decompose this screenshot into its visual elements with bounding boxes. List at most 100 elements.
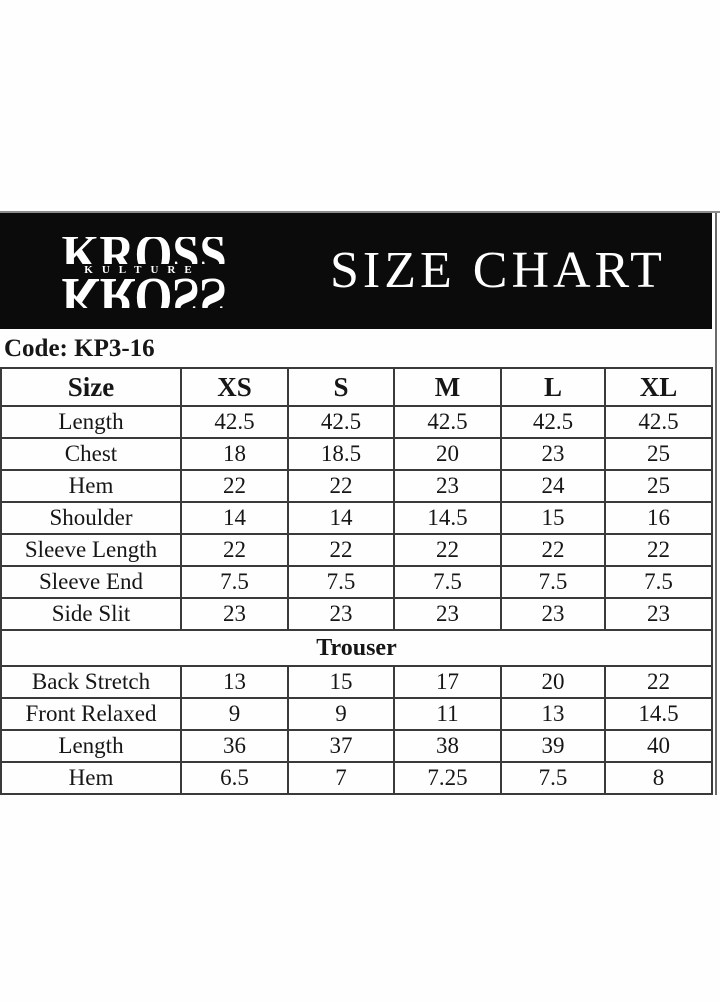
- table-row: Shoulder 14 14 14.5 15 16: [0, 501, 713, 535]
- table-cell: 7.5: [500, 565, 606, 599]
- table-row: Front Relaxed 9 9 11 13 14.5: [0, 697, 713, 731]
- table-cell: 25: [604, 437, 713, 471]
- table-cell: 20: [393, 437, 502, 471]
- table-cell: 22: [393, 533, 502, 567]
- column-header-l: L: [500, 367, 606, 407]
- table-row: Length 36 37 38 39 40: [0, 729, 713, 763]
- table-cell: 15: [500, 501, 606, 535]
- table-cell: 18.5: [287, 437, 395, 471]
- table-row: Sleeve End 7.5 7.5 7.5 7.5 7.5: [0, 565, 713, 599]
- table-cell: 7: [287, 761, 395, 795]
- row-label: Hem: [0, 469, 182, 503]
- row-label: Sleeve End: [0, 565, 182, 599]
- table-cell: 13: [180, 665, 289, 699]
- table-cell: 6.5: [180, 761, 289, 795]
- table-cell: 7.5: [500, 761, 606, 795]
- table-row: Sleeve Length 22 22 22 22 22: [0, 533, 713, 567]
- table-cell: 39: [500, 729, 606, 763]
- table-cell: 16: [604, 501, 713, 535]
- table-cell: 18: [180, 437, 289, 471]
- table-row: Chest 18 18.5 20 23 25: [0, 437, 713, 471]
- column-header-m: M: [393, 367, 502, 407]
- size-chart-table: Size XS S M L XL Length 42.5 42.5 42.5 42.5 42.5 Ch…: [0, 367, 713, 795]
- table-cell: 36: [180, 729, 289, 763]
- table-cell: 9: [180, 697, 289, 731]
- table-cell: 22: [287, 469, 395, 503]
- table-cell: 9: [287, 697, 395, 731]
- column-header-size: Size: [0, 367, 182, 407]
- row-label: Length: [0, 405, 182, 439]
- row-label: Length: [0, 729, 182, 763]
- table-cell: 7.25: [393, 761, 502, 795]
- row-label: Side Slit: [0, 597, 182, 631]
- brand-word-reflection: KROSS: [50, 277, 226, 308]
- row-label: Chest: [0, 437, 182, 471]
- table-row: Side Slit 23 23 23 23 23: [0, 597, 713, 631]
- table-cell: 23: [287, 597, 395, 631]
- table-header-row: Size XS S M L XL: [0, 367, 713, 407]
- table-cell: 23: [180, 597, 289, 631]
- table-cell: 42.5: [500, 405, 606, 439]
- table-cell: 22: [287, 533, 395, 567]
- table-cell: 13: [500, 697, 606, 731]
- brand-word-top: KROSS: [50, 237, 226, 264]
- table-cell: 40: [604, 729, 713, 763]
- table-cell: 23: [604, 597, 713, 631]
- row-label: Shoulder: [0, 501, 182, 535]
- table-cell: 14: [287, 501, 395, 535]
- brand-word-top-text: KROSS: [61, 237, 226, 264]
- column-header-s: S: [287, 367, 395, 407]
- table-cell: 15: [287, 665, 395, 699]
- row-label: Hem: [0, 761, 182, 795]
- table-cell: 24: [500, 469, 606, 503]
- banner-top-rule: [0, 211, 720, 213]
- table-cell: 25: [604, 469, 713, 503]
- table-cell: 42.5: [287, 405, 395, 439]
- table-cell: 20: [500, 665, 606, 699]
- table-cell: 7.5: [393, 565, 502, 599]
- table-cell: 42.5: [180, 405, 289, 439]
- table-cell: 22: [604, 665, 713, 699]
- brand-banner: KROSS KULTURE KROSS SIZE CHART: [0, 213, 712, 329]
- table-cell: 8: [604, 761, 713, 795]
- table-cell: 14.5: [604, 697, 713, 731]
- table-cell: 23: [500, 597, 606, 631]
- row-label: Front Relaxed: [0, 697, 182, 731]
- table-cell: 22: [180, 533, 289, 567]
- table-cell: 23: [393, 469, 502, 503]
- table-cell: 22: [604, 533, 713, 567]
- brand-logo: KROSS KULTURE KROSS: [50, 237, 226, 309]
- page-edge-line: [715, 213, 717, 795]
- table-row: Length 42.5 42.5 42.5 42.5 42.5: [0, 405, 713, 439]
- table-cell: 11: [393, 697, 502, 731]
- section-header-row: Trouser: [0, 629, 713, 667]
- table-cell: 22: [500, 533, 606, 567]
- row-label: Sleeve Length: [0, 533, 182, 567]
- table-cell: 14: [180, 501, 289, 535]
- table-cell: 7.5: [287, 565, 395, 599]
- table-row: Hem 22 22 23 24 25: [0, 469, 713, 503]
- brand-word-reflection-text: KROSS: [61, 277, 226, 308]
- row-label: Back Stretch: [0, 665, 182, 699]
- brand-subtitle: KULTURE: [84, 264, 201, 276]
- table-cell: 38: [393, 729, 502, 763]
- table-row: Hem 6.5 7 7.25 7.5 8: [0, 761, 713, 795]
- product-code: Code: KP3-16: [4, 335, 155, 362]
- size-chart-table-head: Size XS S M L XL: [0, 367, 713, 407]
- page-title: SIZE CHART: [330, 242, 666, 299]
- table-cell: 23: [393, 597, 502, 631]
- column-header-xl: XL: [604, 367, 713, 407]
- column-header-xs: XS: [180, 367, 289, 407]
- table-cell: 42.5: [393, 405, 502, 439]
- table-cell: 14.5: [393, 501, 502, 535]
- table-cell: 42.5: [604, 405, 713, 439]
- table-cell: 7.5: [180, 565, 289, 599]
- table-cell: 37: [287, 729, 395, 763]
- table-cell: 17: [393, 665, 502, 699]
- table-row: Back Stretch 13 15 17 20 22: [0, 665, 713, 699]
- table-cell: 22: [180, 469, 289, 503]
- table-cell: 23: [500, 437, 606, 471]
- section-header-label: Trouser: [0, 629, 713, 667]
- size-chart-table-body: Length 42.5 42.5 42.5 42.5 42.5 Chest 18 18.5 20 2…: [0, 405, 713, 795]
